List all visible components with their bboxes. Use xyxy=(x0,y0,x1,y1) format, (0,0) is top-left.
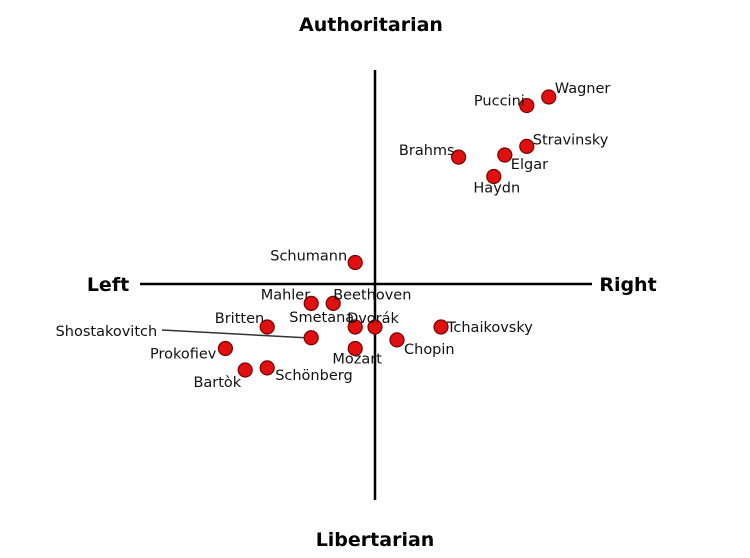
point-label-smetana: Smetana xyxy=(289,310,354,326)
point-label-chopin: Chopin xyxy=(404,342,455,358)
point-label-prokofiev: Prokofiev xyxy=(150,347,217,363)
point-bart-k xyxy=(237,362,253,378)
point-stravinsky xyxy=(519,138,535,154)
point-label-stravinsky: Stravinsky xyxy=(533,132,609,148)
point-label-bart-k: Bartòk xyxy=(193,375,241,391)
point-label-wagner: Wagner xyxy=(555,81,611,97)
point-brahms xyxy=(451,149,467,165)
point-smetana xyxy=(347,319,363,335)
point-sch-nberg xyxy=(259,360,275,376)
point-shostakovitch xyxy=(303,330,319,346)
point-label-beethoven: Beethoven xyxy=(333,287,411,303)
point-label-dvor-k: Dvorák xyxy=(347,311,399,327)
point-label-mahler: Mahler xyxy=(261,287,311,303)
point-mozart xyxy=(347,340,363,357)
axis-label-top: Authoritarian xyxy=(299,14,443,36)
data-points: Wagner Puccini Stravinsky Brahms Elgar Haydn S… xyxy=(56,81,611,391)
axis-label-left: Left xyxy=(87,274,129,296)
point-label-sch-nberg: Schönberg xyxy=(275,368,352,384)
point-label-tchaikovsky: Tchaikovsky xyxy=(446,320,533,336)
point-label-shostakovitch: Shostakovitch xyxy=(56,324,158,340)
point-prokofiev xyxy=(217,340,233,357)
point-chopin xyxy=(389,332,405,348)
point-elgar xyxy=(497,147,513,163)
point-mahler xyxy=(303,295,319,311)
point-label-britten: Britten xyxy=(215,311,264,327)
point-label-elgar: Elgar xyxy=(511,157,548,173)
point-beethoven xyxy=(325,295,341,311)
point-label-puccini: Puccini xyxy=(474,94,525,110)
point-label-brahms: Brahms xyxy=(399,143,455,159)
point-puccini xyxy=(519,97,535,114)
point-wagner xyxy=(541,89,557,105)
point-schumann xyxy=(347,254,363,271)
point-tchaikovsky xyxy=(433,319,449,335)
point-dvor-k xyxy=(367,319,383,335)
leader-line-shostakovitch xyxy=(161,329,306,339)
point-label-haydn: Haydn xyxy=(473,181,520,197)
point-label-mozart: Mozart xyxy=(332,352,382,368)
axis-label-right: Right xyxy=(599,274,656,296)
point-haydn xyxy=(486,168,502,185)
point-label-schumann: Schumann xyxy=(270,249,347,265)
point-britten xyxy=(259,319,275,335)
axis-label-bottom: Libertarian xyxy=(316,529,435,551)
